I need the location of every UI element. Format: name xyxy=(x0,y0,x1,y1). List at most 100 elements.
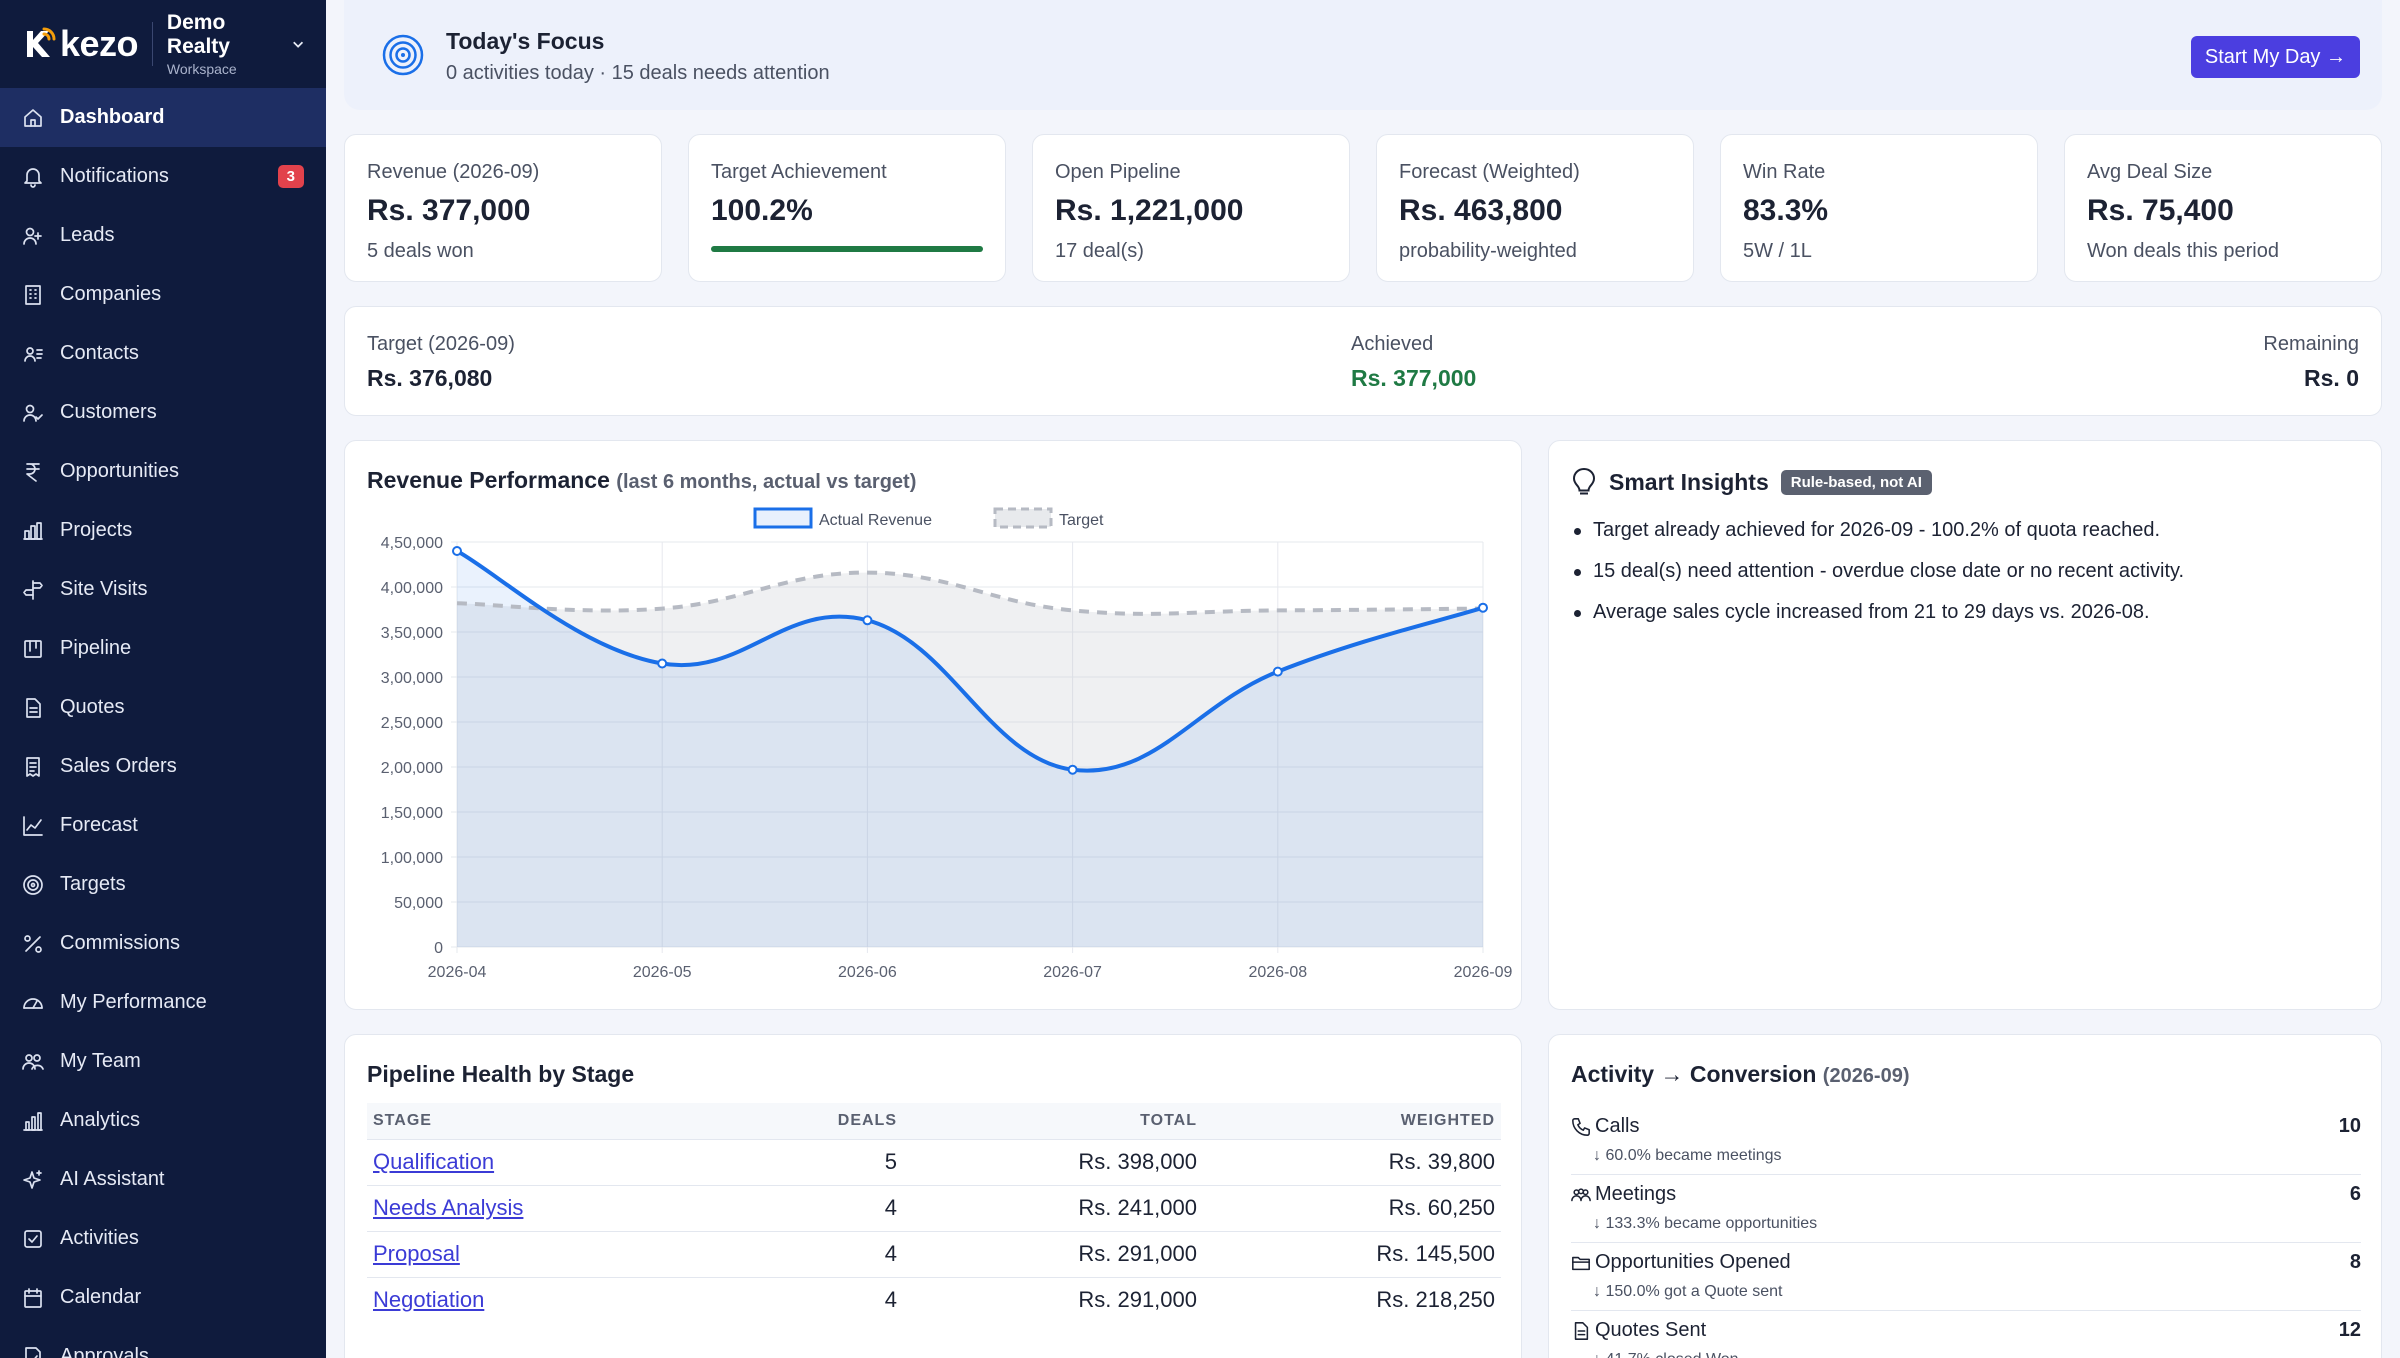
stage-link[interactable]: Proposal xyxy=(373,1241,460,1266)
sidebar-item-ai-assistant[interactable]: AI Assistant xyxy=(0,1150,326,1209)
sidebar-item-label: Notifications xyxy=(60,165,169,187)
sidebar-item-my-performance[interactable]: My Performance xyxy=(0,973,326,1032)
sidebar-item-label: Forecast xyxy=(60,814,138,836)
workspace-switcher[interactable]: Demo Realty Workspace xyxy=(167,11,278,77)
bar-chart-icon xyxy=(23,1111,43,1131)
kpi-label: Open Pipeline xyxy=(1055,161,1181,183)
workspace-name: Demo Realty xyxy=(166,11,230,58)
sidebar-item-label: Analytics xyxy=(60,1109,141,1131)
kpi-card-open-pipeline: Open Pipeline Rs. 1,221,000 17 deal(s) xyxy=(1032,134,1350,282)
sidebar-item-label: Projects xyxy=(60,519,133,541)
sidebar-item-customers[interactable]: Customers xyxy=(0,383,326,442)
y-tick-label: 2,50,000 xyxy=(381,715,443,732)
team-icon xyxy=(22,1053,44,1070)
kpi-value: 100.2% xyxy=(711,194,813,227)
kpi-value: Rs. 377,000 xyxy=(367,194,531,227)
sidebar-item-label: Calendar xyxy=(60,1286,142,1308)
activity-title: Activity → Conversion (2026-09) xyxy=(1571,1061,1910,1088)
signpost-icon xyxy=(23,579,43,600)
sidebar-item-dashboard[interactable]: Dashboard xyxy=(0,88,326,147)
sidebar-item-calendar[interactable]: Calendar xyxy=(0,1268,326,1327)
sidebar-item-leads[interactable]: Leads xyxy=(0,206,326,265)
sidebar-item-label: AI Assistant xyxy=(60,1168,165,1190)
sidebar-item-commissions[interactable]: Commissions xyxy=(0,914,326,973)
activity-name: Opportunities Opened xyxy=(1571,1251,1791,1274)
deals-cell: 5 xyxy=(747,1138,903,1185)
sidebar-item-sales-orders[interactable]: Sales Orders xyxy=(0,737,326,796)
pipeline-table: STAGE DEALS TOTAL WEIGHTED Qualification… xyxy=(367,1103,1501,1323)
people-icon xyxy=(1571,1187,1591,1201)
remaining-value: Rs. 0 xyxy=(2304,365,2359,391)
sidebar-item-label: Opportunities xyxy=(60,460,179,482)
sidebar-item-label: My Performance xyxy=(60,991,207,1013)
sidebar-item-label: Companies xyxy=(60,283,162,305)
notification-count-badge: 3 xyxy=(277,165,304,188)
weighted-cell: Rs. 145,500 xyxy=(1203,1230,1501,1277)
weighted-cell: Rs. 218,250 xyxy=(1203,1276,1501,1323)
y-tick-label: 3,50,000 xyxy=(381,625,443,642)
smart-insights-card: Smart Insights Rule-based, not AI Target… xyxy=(1548,440,2382,1010)
y-tick-label: 4,00,000 xyxy=(381,580,443,597)
actual-revenue-point xyxy=(1272,666,1283,677)
user-check-icon xyxy=(23,404,43,422)
y-tick-label: 0 xyxy=(434,940,443,957)
stage-cell: Qualification xyxy=(367,1138,747,1185)
legend-label-target: Target xyxy=(1059,512,1104,529)
receipt-icon xyxy=(26,756,40,777)
sidebar-item-label: Sales Orders xyxy=(60,755,177,777)
table-header-row: STAGE DEALS TOTAL WEIGHTED xyxy=(367,1103,1501,1139)
sidebar-item-quotes[interactable]: Quotes xyxy=(0,678,326,737)
document-icon xyxy=(1574,1321,1589,1340)
sidebar-item-label: Site Visits xyxy=(60,578,148,600)
sidebar-item-companies[interactable]: Companies xyxy=(0,265,326,324)
phone-icon xyxy=(1572,1117,1590,1136)
target-progress-bar xyxy=(711,246,983,252)
sidebar-item-notifications[interactable]: Notifications 3 xyxy=(0,147,326,206)
actual-revenue-point xyxy=(862,615,873,626)
achieved-label: Achieved xyxy=(1351,333,1434,355)
sidebar-item-targets[interactable]: Targets xyxy=(0,855,326,914)
percent-icon xyxy=(24,934,42,953)
insight-item: 15 deal(s) need attention - overdue clos… xyxy=(1573,560,2184,601)
activity-title-text: Activity → Conversion xyxy=(1571,1061,1817,1087)
activity-row: Meetings 6 ↓ 133.3% became opportunities xyxy=(1571,1175,2361,1243)
y-tick-label: 50,000 xyxy=(394,895,443,912)
sidebar-item-opportunities[interactable]: Opportunities xyxy=(0,442,326,501)
trend-chart-icon xyxy=(23,815,43,836)
sidebar-item-contacts[interactable]: Contacts xyxy=(0,324,326,383)
weighted-cell: Rs. 39,800 xyxy=(1203,1138,1501,1185)
legend-swatch-target xyxy=(993,507,1053,529)
stage-cell: Needs Analysis xyxy=(367,1184,747,1231)
focus-subtitle: 0 activities today · 15 deals needs atte… xyxy=(446,62,830,84)
kpi-card-avg-deal-size: Avg Deal Size Rs. 75,400 Won deals this p… xyxy=(2064,134,2382,282)
sidebar-item-label: Activities xyxy=(60,1227,139,1249)
table-row: Qualification 5 Rs. 398,000 Rs. 39,800 xyxy=(367,1138,1501,1185)
sidebar-item-forecast[interactable]: Forecast xyxy=(0,796,326,855)
sidebar-item-projects[interactable]: Projects xyxy=(0,501,326,560)
sidebar-item-my-team[interactable]: My Team xyxy=(0,1032,326,1091)
stage-link[interactable]: Negotiation xyxy=(373,1287,485,1313)
stage-link[interactable]: Needs Analysis xyxy=(373,1195,524,1220)
insights-list: Target already achieved for 2026-09 - 10… xyxy=(1573,519,2184,642)
start-my-day-button[interactable]: Start My Day → xyxy=(2190,36,2360,78)
sidebar-item-pipeline[interactable]: Pipeline xyxy=(0,619,326,678)
brand-header[interactable]: kezo Demo Realty Workspace xyxy=(0,0,326,88)
workspace-label: Workspace xyxy=(166,61,237,77)
sidebar-item-label: Approvals xyxy=(60,1345,149,1358)
kpi-sub: 5W / 1L xyxy=(1743,240,1812,262)
projects-icon xyxy=(23,521,43,540)
stage-link[interactable]: Qualification xyxy=(373,1149,495,1174)
sidebar-item-analytics[interactable]: Analytics xyxy=(0,1091,326,1150)
sidebar-item-activities[interactable]: Activities xyxy=(0,1209,326,1268)
kpi-card-revenue-2026-09: Revenue (2026-09) Rs. 377,000 5 deals won xyxy=(344,134,662,282)
x-tick-label: 2026-07 xyxy=(1043,964,1102,981)
folder-icon xyxy=(1572,1256,1590,1270)
total-cell: Rs. 241,000 xyxy=(903,1184,1203,1231)
kpi-sub: 5 deals won xyxy=(367,240,474,262)
sidebar-item-site-visits[interactable]: Site Visits xyxy=(0,560,326,619)
sidebar-item-approvals[interactable]: Approvals xyxy=(0,1327,326,1358)
chevron-down-icon[interactable] xyxy=(292,37,304,51)
activity-count: 12 xyxy=(2338,1319,2361,1341)
kpi-value: Rs. 1,221,000 xyxy=(1055,194,1244,227)
y-tick-label: 4,50,000 xyxy=(381,535,443,552)
